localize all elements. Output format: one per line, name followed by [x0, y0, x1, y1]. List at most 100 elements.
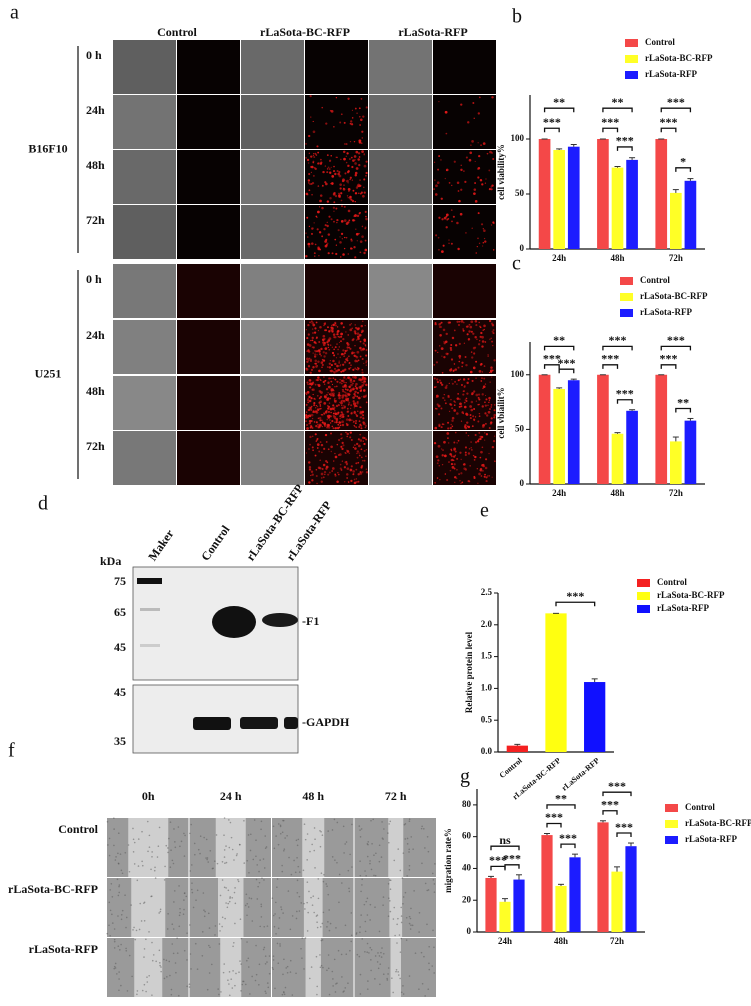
- micrograph: [241, 431, 304, 485]
- cell-dot: [173, 828, 175, 830]
- fluorescence-dot: [348, 385, 351, 389]
- legend-swatch: [620, 293, 633, 301]
- fluorescence-dot: [314, 255, 316, 257]
- fluorescence-dot: [446, 353, 449, 356]
- fluorescence-dot: [456, 412, 459, 415]
- cell-dot: [266, 961, 268, 963]
- fluorescence-dot: [334, 427, 337, 430]
- fluorescence-dot: [347, 221, 350, 224]
- fluorescence-dot: [435, 234, 438, 237]
- fluorescence-dot: [310, 382, 314, 386]
- fluorescence: [177, 150, 240, 204]
- cell-dot: [138, 928, 141, 931]
- fluorescence-dot: [458, 473, 461, 475]
- fluorescence-dot: [459, 451, 462, 454]
- fluorescence-dot: [346, 463, 348, 466]
- fluorescence-dot: [453, 467, 456, 470]
- fluorescence-dot: [481, 340, 485, 343]
- cell-dot: [213, 860, 216, 862]
- fluorescence-dot: [450, 454, 453, 457]
- fluorescence-dot: [454, 344, 458, 347]
- marker-label: 75: [114, 574, 126, 588]
- fluorescence-dot: [457, 366, 460, 369]
- significance-label: ***: [557, 356, 575, 370]
- fluorescence-dot: [491, 184, 494, 187]
- cell-dot: [433, 883, 436, 885]
- x-tick-label: 24h: [498, 936, 512, 946]
- fluorescence-dot: [341, 423, 345, 427]
- fluorescence-dot: [482, 142, 486, 145]
- cell-dot: [124, 851, 127, 854]
- fluorescence-dot: [356, 350, 360, 354]
- fluorescence-dot: [482, 385, 486, 389]
- cell-dot: [276, 878, 279, 880]
- fluorescence-dot: [330, 183, 332, 185]
- fluorescence-dot: [487, 475, 489, 477]
- cell-dot: [228, 994, 231, 997]
- cell-dot: [260, 828, 262, 831]
- fluorescence-dot: [470, 447, 473, 449]
- fluorescence-dot: [344, 452, 346, 454]
- fluorescence-dot: [480, 475, 483, 477]
- unit-label: kDa: [100, 554, 121, 568]
- significance-label: ***: [503, 852, 521, 866]
- cell-dot: [220, 991, 222, 993]
- cell-dot: [218, 943, 221, 945]
- fluorescence-dot: [346, 397, 350, 401]
- cell-dot: [189, 870, 192, 872]
- fluorescence-dot: [338, 194, 341, 198]
- fluorescence: [433, 431, 496, 485]
- cell-dot: [306, 901, 308, 904]
- fluorescence-dot: [356, 366, 359, 369]
- fluorescence-dot: [343, 466, 347, 469]
- fluorescence-dot: [477, 176, 480, 179]
- fluorescence-dot: [331, 420, 334, 423]
- fluorescence-dot: [342, 326, 345, 329]
- fluorescence-dot: [310, 408, 313, 411]
- fluorescence-dot: [350, 404, 353, 407]
- fluorescence-dot: [313, 222, 315, 224]
- fluorescence-dot: [360, 466, 363, 469]
- fluorescence-dot: [337, 423, 340, 426]
- fluorescence-dot: [469, 325, 473, 329]
- significance-label: **: [612, 95, 624, 109]
- fluorescence-dot: [324, 410, 328, 414]
- cell-dot: [141, 864, 144, 867]
- fluorescence-dot: [359, 439, 363, 442]
- cell-dot: [114, 967, 117, 969]
- cell-dot: [317, 878, 320, 880]
- fluorescence-dot: [471, 227, 473, 229]
- fluorescence-dot: [468, 158, 472, 162]
- fluorescence-dot: [491, 476, 493, 478]
- cell-dot: [272, 959, 275, 961]
- cell-dot: [388, 841, 390, 844]
- cell-dot: [168, 837, 170, 840]
- fluorescence-dot: [331, 425, 334, 428]
- fluorescence-dot: [450, 367, 453, 370]
- cell-dot: [253, 819, 256, 821]
- cell-dot: [281, 831, 284, 834]
- fluorescence-dot: [342, 444, 345, 447]
- cell-dot: [168, 960, 171, 963]
- cell-dot: [240, 937, 243, 940]
- cell-dot: [304, 908, 306, 910]
- cell-dot: [257, 885, 259, 888]
- cell-dot: [426, 923, 428, 926]
- fluorescence-dot: [340, 445, 343, 448]
- fluorescence-dot: [323, 412, 325, 415]
- fluorescence-dot: [433, 364, 436, 366]
- fluorescence-dot: [488, 187, 492, 191]
- fluorescence-dot: [312, 449, 314, 452]
- cell-dot: [176, 937, 178, 939]
- fluorescence-dot: [330, 166, 332, 168]
- cell-dot: [277, 927, 280, 930]
- fluorescence-dot: [356, 214, 360, 218]
- cell-dot: [111, 922, 114, 924]
- fluorescence-dot: [435, 385, 437, 388]
- cell-dot: [408, 864, 411, 867]
- fluorescence-dot: [352, 387, 355, 391]
- column-header: 24 h: [220, 789, 242, 803]
- cell-dot: [288, 856, 290, 859]
- fluorescence-dot: [353, 407, 355, 409]
- fluorescence-dot: [478, 398, 481, 401]
